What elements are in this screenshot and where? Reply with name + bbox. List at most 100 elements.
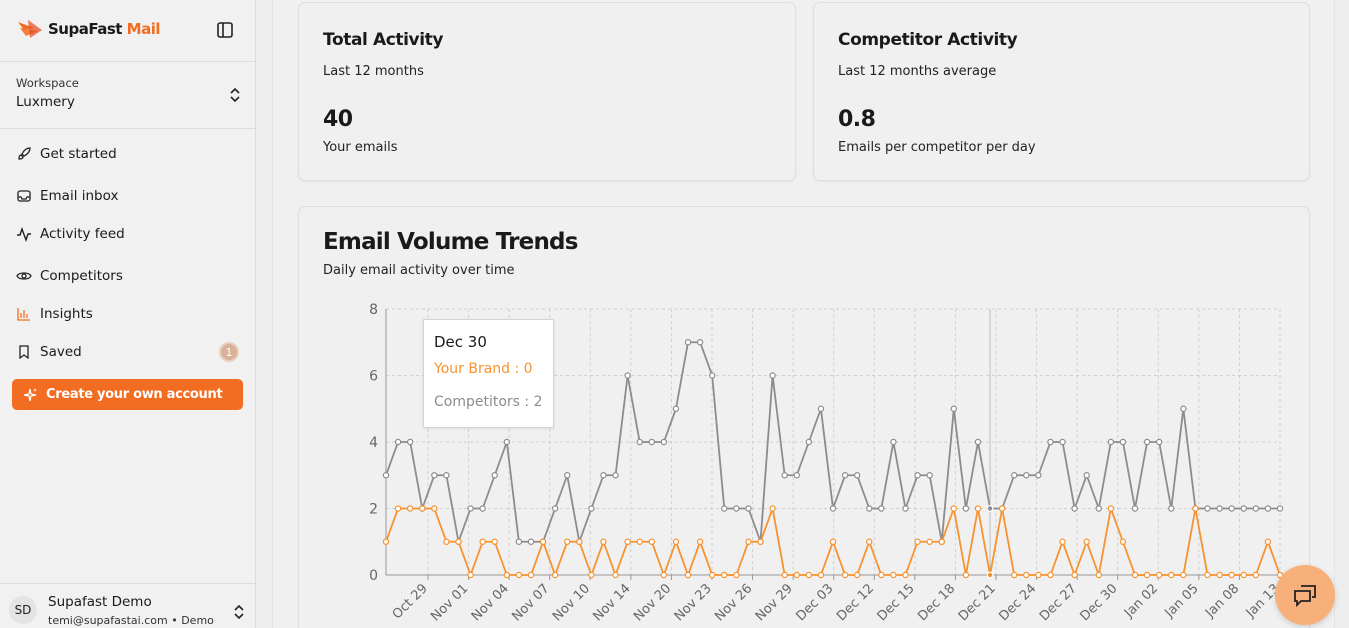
sidebar-toggle-icon[interactable]	[216, 21, 234, 39]
data-point-competitors	[382, 472, 390, 479]
data-point-competitors	[684, 339, 692, 346]
brand-name: SupaFast Mail	[48, 20, 161, 38]
nav-competitors[interactable]: Competitors	[16, 265, 241, 287]
data-point-competitors	[406, 438, 414, 446]
avatar: SD	[9, 596, 37, 624]
x-tick-label: Dec 30	[1078, 581, 1121, 624]
data-point-competitors	[491, 472, 498, 479]
data-point-competitors	[1276, 505, 1284, 512]
user-name: Supafast Demo	[48, 594, 152, 610]
card-value: 40	[323, 107, 353, 132]
data-point-your-brand	[926, 538, 933, 545]
user-menu[interactable]: SD Supafast Demo temi@supafastai.com • D…	[0, 583, 256, 628]
nav-activity-feed[interactable]: Activity feed	[16, 223, 241, 245]
data-point-competitors	[1216, 505, 1223, 512]
data-point-your-brand	[853, 571, 861, 579]
divider	[0, 128, 256, 129]
tooltip-competitor-value: Competitors : 2	[434, 394, 543, 410]
data-point-competitors	[878, 505, 885, 512]
chevron-up-down-icon	[230, 87, 240, 103]
data-point-competitors	[660, 438, 668, 446]
data-point-your-brand	[696, 538, 704, 545]
data-point-competitors	[841, 472, 849, 479]
user-email: temi@supafastai.com • Demo	[48, 614, 214, 627]
x-tick-label: Dec 03	[794, 581, 837, 624]
data-point-competitors	[781, 472, 788, 479]
data-point-your-brand	[1252, 571, 1260, 579]
x-tick-label: Nov 01	[428, 581, 471, 624]
data-point-competitors	[1059, 438, 1066, 446]
data-point-competitors	[1083, 472, 1090, 479]
data-point-your-brand	[769, 505, 776, 512]
data-point-competitors	[648, 438, 655, 446]
data-point-your-brand	[1059, 538, 1066, 545]
activity-icon	[17, 226, 31, 242]
data-point-your-brand	[1095, 571, 1102, 579]
x-tick-label: Oct 29	[390, 581, 431, 622]
data-point-your-brand	[1180, 571, 1187, 579]
data-point-your-brand	[1119, 538, 1127, 545]
data-point-your-brand	[672, 538, 680, 545]
data-point-your-brand	[1011, 571, 1018, 579]
data-point-your-brand	[781, 571, 788, 579]
x-tick-label: Nov 07	[509, 581, 552, 624]
data-point-competitors	[564, 472, 571, 479]
card-value: 0.8	[838, 107, 876, 132]
workspace-selector[interactable]: Workspace Luxmery	[16, 76, 242, 116]
x-tick-label: Nov 14	[591, 581, 634, 624]
card-subtitle: Last 12 months average	[838, 64, 997, 79]
chat-button[interactable]	[1275, 565, 1335, 625]
y-tick-label: 8	[369, 302, 378, 318]
data-point-competitors	[551, 505, 559, 512]
x-tick-label: Nov 23	[672, 581, 715, 624]
data-point-your-brand	[878, 571, 885, 579]
data-point-competitors	[986, 505, 994, 512]
data-point-your-brand	[636, 538, 643, 545]
nav-get-started[interactable]: Get started	[16, 143, 241, 165]
brand-name-part2: Mail	[121, 20, 161, 38]
nav-email-inbox[interactable]: Email inbox	[16, 185, 241, 207]
sidebar: SupaFast Mail Workspace Luxmery Get star…	[0, 0, 256, 628]
data-point-competitors	[503, 438, 511, 446]
data-point-competitors	[829, 505, 837, 512]
data-point-your-brand	[902, 571, 909, 579]
nav-saved[interactable]: Saved 1	[16, 341, 241, 363]
tooltip-date: Dec 30	[434, 333, 487, 351]
data-point-your-brand	[829, 538, 837, 545]
data-point-competitors	[431, 472, 438, 479]
create-account-button[interactable]: Create your own account	[12, 379, 243, 410]
data-point-competitors	[708, 372, 716, 379]
data-point-your-brand	[612, 571, 619, 579]
data-point-competitors	[1107, 438, 1115, 446]
data-point-your-brand	[974, 505, 982, 512]
data-point-competitors	[1047, 438, 1054, 446]
data-point-your-brand	[914, 538, 921, 545]
data-point-your-brand	[515, 571, 523, 579]
inbox-icon	[17, 190, 31, 202]
data-point-competitors	[1119, 438, 1127, 446]
y-tick-label: 4	[369, 435, 378, 451]
data-point-competitors	[1131, 505, 1139, 512]
data-point-your-brand	[1240, 571, 1247, 579]
data-point-your-brand	[745, 538, 752, 545]
data-point-your-brand	[382, 538, 390, 545]
x-tick-label: Dec 12	[834, 581, 877, 624]
data-point-your-brand	[1228, 571, 1235, 579]
brand[interactable]: SupaFast Mail	[16, 18, 161, 40]
data-point-competitors	[721, 505, 728, 512]
data-point-competitors	[515, 538, 523, 545]
y-tick-label: 0	[369, 568, 378, 584]
data-point-competitors	[805, 438, 813, 446]
data-point-your-brand	[539, 538, 547, 545]
data-point-your-brand	[1192, 505, 1199, 512]
nav-insights[interactable]: Insights	[16, 303, 241, 325]
data-point-your-brand	[576, 538, 583, 545]
x-tick-label: Dec 18	[915, 581, 958, 624]
data-point-your-brand	[684, 571, 692, 579]
data-point-your-brand	[938, 538, 945, 545]
bar-chart-icon	[17, 308, 30, 321]
data-point-competitors	[866, 505, 873, 512]
data-point-your-brand	[950, 505, 958, 512]
workspace-label: Workspace	[16, 76, 79, 90]
